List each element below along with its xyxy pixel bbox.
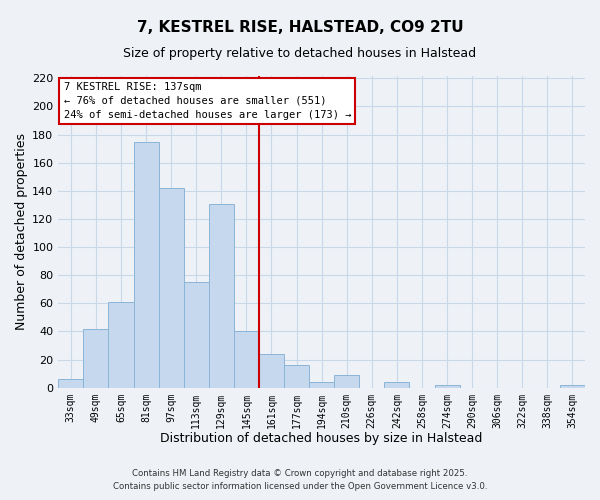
Bar bbox=[83, 328, 109, 388]
Text: 7 KESTREL RISE: 137sqm
← 76% of detached houses are smaller (551)
24% of semi-de: 7 KESTREL RISE: 137sqm ← 76% of detached… bbox=[64, 82, 351, 120]
Bar bbox=[309, 382, 334, 388]
Text: Size of property relative to detached houses in Halstead: Size of property relative to detached ho… bbox=[124, 48, 476, 60]
Y-axis label: Number of detached properties: Number of detached properties bbox=[15, 133, 28, 330]
Text: Contains public sector information licensed under the Open Government Licence v3: Contains public sector information licen… bbox=[113, 482, 487, 491]
Bar bbox=[134, 142, 158, 388]
Text: Contains HM Land Registry data © Crown copyright and database right 2025.: Contains HM Land Registry data © Crown c… bbox=[132, 468, 468, 477]
Bar bbox=[58, 380, 83, 388]
Bar bbox=[259, 354, 284, 388]
Bar bbox=[209, 204, 234, 388]
Bar bbox=[234, 332, 259, 388]
Text: 7, KESTREL RISE, HALSTEAD, CO9 2TU: 7, KESTREL RISE, HALSTEAD, CO9 2TU bbox=[137, 20, 463, 35]
Bar bbox=[385, 382, 409, 388]
Bar bbox=[158, 188, 184, 388]
Bar bbox=[184, 282, 209, 388]
Bar bbox=[334, 375, 359, 388]
Bar bbox=[109, 302, 134, 388]
X-axis label: Distribution of detached houses by size in Halstead: Distribution of detached houses by size … bbox=[160, 432, 483, 445]
Bar bbox=[560, 385, 585, 388]
Bar bbox=[284, 365, 309, 388]
Bar bbox=[434, 385, 460, 388]
